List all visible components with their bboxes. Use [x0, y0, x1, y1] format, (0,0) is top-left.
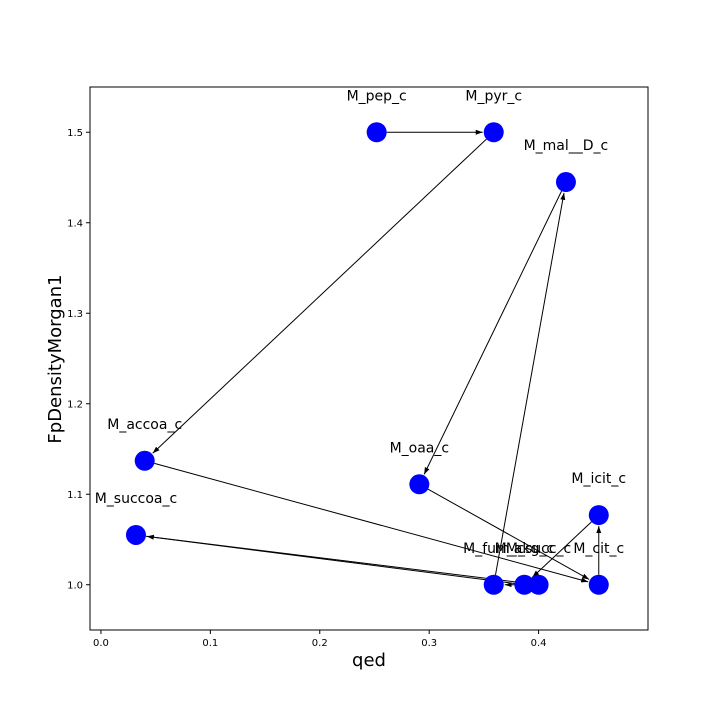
node-M_mal__D_c	[555, 172, 576, 193]
nodes-layer	[125, 122, 609, 595]
node-M_pep_c	[366, 122, 387, 143]
node-label-M_akg_c: M_akg_c	[495, 541, 554, 557]
node-M_accoa_c	[134, 450, 155, 471]
node-label-M_pyr_c: M_pyr_c	[465, 88, 522, 104]
node-M_icit_c	[588, 505, 609, 526]
node-M_akg_c	[514, 574, 535, 595]
y-axis-label: FpDensityMorgan1	[45, 274, 66, 443]
x-tick-label: 0.2	[312, 638, 328, 649]
node-M_cit_c	[588, 574, 609, 595]
node-M_succ_c	[528, 574, 549, 595]
y-tick-label: 1.2	[67, 399, 83, 410]
y-tick-label: 1.5	[67, 128, 83, 139]
x-tick-label: 0.4	[531, 638, 547, 649]
node-label-M_mal__D_c: M_mal__D_c	[524, 138, 609, 154]
y-tick-label: 1.3	[67, 309, 83, 320]
node-label-M_icit_c: M_icit_c	[571, 471, 626, 487]
edge-M_succoa_c-to-M_succ_c	[145, 535, 528, 586]
node-labels-layer: M_pep_c M_pyr_c M_mal__D_c M_accoa_c M_oaa_c…	[95, 88, 626, 557]
node-label-M_fum_c: M_fum_c	[463, 541, 524, 557]
plot-area	[89, 86, 649, 631]
edge-M_oaa_c-to-M_cit_c	[427, 488, 590, 580]
node-M_fum_c	[483, 574, 504, 595]
edge-M_fum_c-to-M_mal__D_c	[495, 192, 566, 575]
x-tick-label: 0.1	[202, 638, 218, 649]
x-tick-label: 0.3	[421, 638, 437, 649]
node-M_pyr_c	[483, 122, 504, 143]
node-M_oaa_c	[409, 474, 430, 495]
y-tick-label: 1.0	[67, 580, 83, 591]
y-tick-label: 1.4	[67, 218, 83, 229]
node-label-M_accoa_c: M_accoa_c	[107, 417, 182, 433]
edge-M_pyr_c-to-M_accoa_c	[152, 138, 487, 454]
node-M_succoa_c	[125, 524, 146, 545]
x-tick-label: 0.0	[93, 638, 109, 649]
node-label-M_succ_c: M_succ_c	[506, 541, 571, 557]
y-axis-ticks: 1.0 1.1 1.2 1.3 1.4 1.5	[67, 128, 90, 591]
edge-M_icit_c-to-M_akg_c	[532, 521, 592, 578]
x-axis-label: qed	[352, 650, 386, 671]
x-axis-ticks: 0.0 0.1 0.2 0.3 0.4	[93, 630, 547, 649]
node-label-M_succoa_c: M_succoa_c	[95, 491, 177, 507]
node-label-M_pep_c: M_pep_c	[347, 88, 407, 104]
node-label-M_cit_c: M_cit_c	[573, 541, 624, 557]
edge-M_accoa_c-to-M_cit_c	[154, 462, 589, 583]
y-tick-label: 1.1	[67, 490, 83, 501]
node-label-M_oaa_c: M_oaa_c	[390, 440, 450, 456]
edge-M_mal__D_c-to-M_oaa_c	[423, 190, 563, 475]
